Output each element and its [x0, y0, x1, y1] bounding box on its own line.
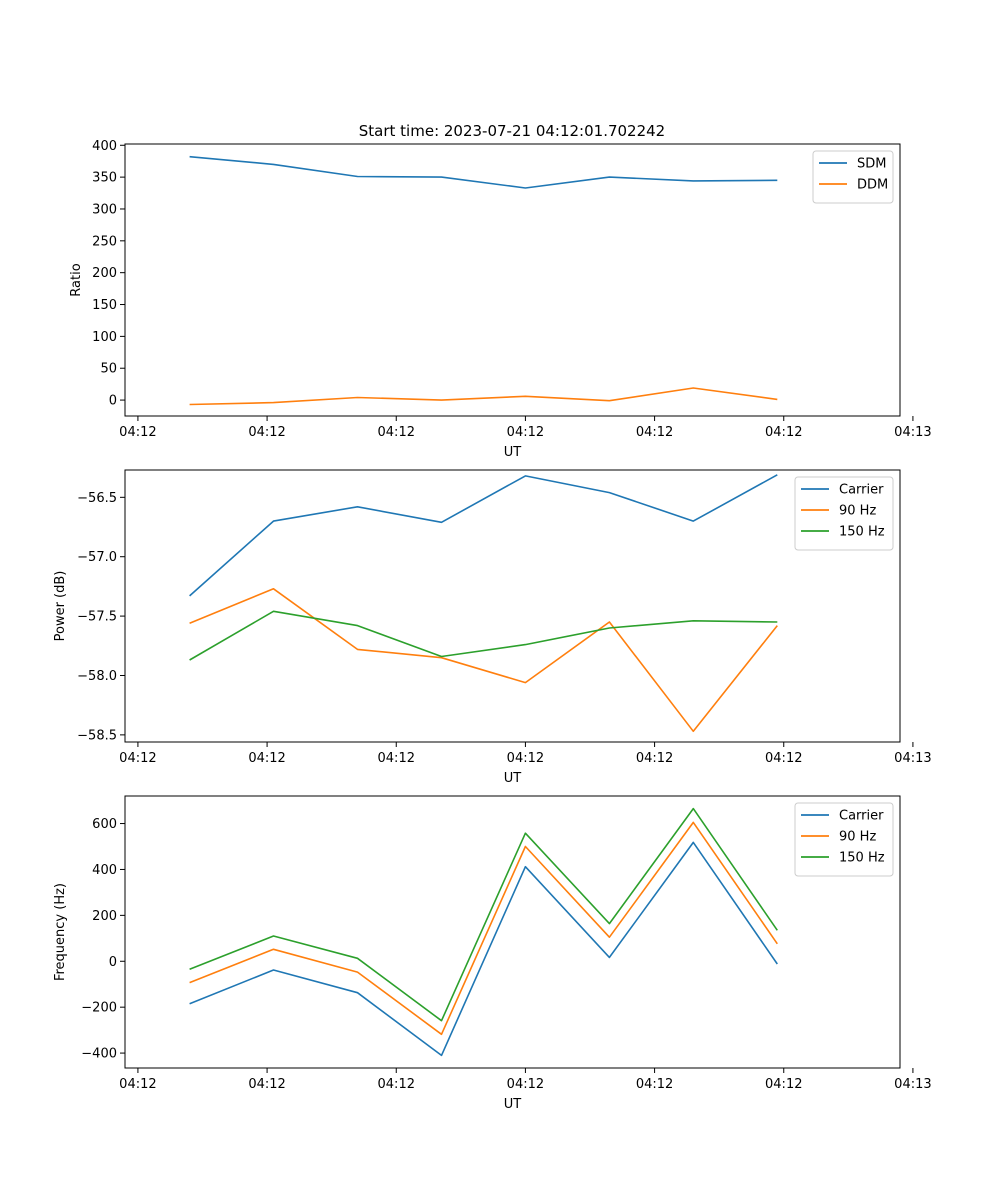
y-axis-label: Ratio: [69, 263, 84, 296]
x-tick-label: 04:12: [507, 1077, 544, 1092]
y-tick-label: −57.0: [77, 550, 117, 565]
series-line-90-hz: [189, 587, 778, 733]
y-tick-label: 400: [92, 139, 117, 154]
y-tick-label: 250: [92, 234, 117, 249]
axes-frame: [124, 143, 901, 417]
axes-frame: [124, 795, 901, 1069]
legend-label: Carrier: [839, 483, 884, 498]
x-tick-label: 04:13: [894, 1077, 931, 1092]
y-tick-label: 100: [92, 330, 117, 345]
y-tick-label: −200: [81, 1001, 117, 1016]
x-axis-label: UT: [504, 771, 522, 786]
series-line-ddm: [189, 387, 778, 406]
series-line-90-hz: [189, 821, 778, 1036]
x-tick-label: 04:12: [765, 751, 802, 766]
y-tick-label: 350: [92, 171, 117, 186]
y-tick-label: 200: [92, 266, 117, 281]
x-tick-label: 04:12: [507, 751, 544, 766]
x-tick-label: 04:12: [119, 751, 156, 766]
legend-label: 150 Hz: [839, 851, 885, 866]
series-line-150-hz: [189, 807, 778, 1022]
y-tick-label: 0: [109, 955, 117, 970]
y-tick-label: 0: [109, 394, 117, 409]
legend: Carrier 90 Hz 150 Hz: [794, 476, 894, 551]
x-tick-label: 04:12: [636, 425, 673, 440]
x-tick-label: 04:12: [765, 1077, 802, 1092]
series-line-carrier: [189, 474, 778, 597]
y-tick-label: 200: [92, 909, 117, 924]
subplot-1: 04:12 04:12 04:12 04:12 04:12 04:12 04:13 0 50 10…: [69, 139, 932, 460]
x-tick-label: 04:13: [894, 425, 931, 440]
legend-label: Carrier: [839, 809, 884, 824]
x-tick-label: 04:12: [119, 1077, 156, 1092]
x-tick-label: 04:12: [378, 751, 415, 766]
y-tick-label: 400: [92, 863, 117, 878]
y-tick-label: 150: [92, 298, 117, 313]
y-tick-label: −58.5: [77, 728, 117, 743]
x-tick-label: 04:12: [507, 425, 544, 440]
series-line-sdm: [189, 155, 778, 189]
x-tick-label: 04:12: [119, 425, 156, 440]
x-tick-label: 04:12: [636, 751, 673, 766]
legend-label: SDM: [857, 157, 886, 172]
legend-label: DDM: [857, 178, 888, 193]
x-tick-label: 04:12: [636, 1077, 673, 1092]
y-axis-label: Frequency (Hz): [53, 883, 68, 981]
x-tick-label: 04:12: [248, 1077, 285, 1092]
x-tick-label: 04:12: [378, 425, 415, 440]
x-axis-label: UT: [504, 1097, 522, 1112]
figure-title: Start time: 2023-07-21 04:12:01.702242: [359, 122, 665, 140]
y-tick-label: −56.5: [77, 491, 117, 506]
subplot-3: 04:12 04:12 04:12 04:12 04:12 04:12 04:13 600 40…: [53, 795, 932, 1112]
x-tick-label: 04:12: [248, 751, 285, 766]
y-tick-label: −57.5: [77, 610, 117, 625]
y-tick-label: 50: [100, 362, 117, 377]
y-tick-label: 600: [92, 817, 117, 832]
x-tick-label: 04:12: [248, 425, 285, 440]
legend: Carrier 90 Hz 150 Hz: [794, 802, 894, 877]
y-tick-label: −58.0: [77, 669, 117, 684]
legend-box: [812, 150, 894, 204]
legend-label: 150 Hz: [839, 525, 885, 540]
legend-label: 90 Hz: [839, 504, 876, 519]
x-tick-label: 04:12: [378, 1077, 415, 1092]
x-axis-label: UT: [504, 445, 522, 460]
y-axis-label: Power (dB): [53, 571, 68, 642]
y-tick-label: −400: [81, 1047, 117, 1062]
x-tick-label: 04:13: [894, 751, 931, 766]
subplot-2: 04:12 04:12 04:12 04:12 04:12 04:12 04:13 −56.5…: [53, 469, 932, 786]
y-tick-label: 300: [92, 202, 117, 217]
axes-frame: [124, 469, 901, 743]
series-line-carrier: [189, 841, 778, 1057]
series-line-150-hz: [189, 610, 778, 661]
legend-label: 90 Hz: [839, 830, 876, 845]
x-tick-label: 04:12: [765, 425, 802, 440]
legend: SDM DDM: [812, 150, 894, 204]
